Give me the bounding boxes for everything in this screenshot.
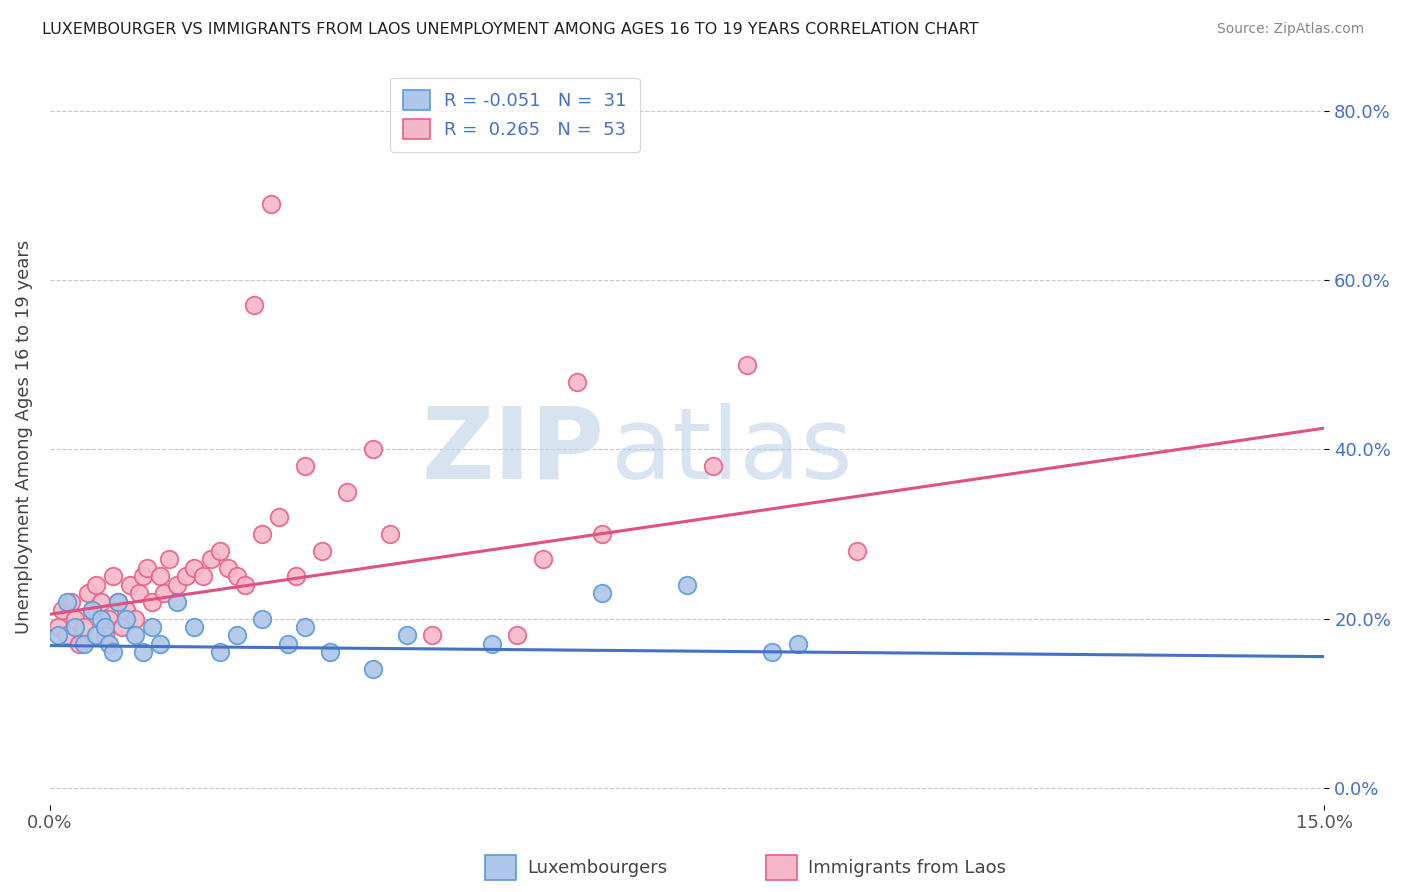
Point [277, 637, 299, 651]
Text: LUXEMBOURGER VS IMMIGRANTS FROM LAOS UNEMPLOYMENT AMONG AGES 16 TO 19 YEARS CORR: LUXEMBOURGER VS IMMIGRANTS FROM LAOS UNE… [42, 22, 979, 37]
Point [761, 645, 783, 659]
Point [82, 603, 104, 617]
Point [77, 586, 100, 600]
Text: Immigrants from Laos: Immigrants from Laos [808, 859, 1007, 877]
Text: atlas: atlas [610, 403, 852, 500]
Point [531, 552, 554, 566]
Point [115, 603, 138, 617]
Point [90, 611, 112, 625]
Point [111, 620, 134, 634]
Point [124, 628, 146, 642]
Point [378, 527, 401, 541]
Legend: R = -0.051   N =  31, R =  0.265   N =  53: R = -0.051 N = 31, R = 0.265 N = 53 [391, 78, 640, 152]
Point [200, 552, 222, 566]
Point [90, 594, 112, 608]
Point [217, 560, 239, 574]
Point [98, 611, 121, 625]
Point [55, 594, 77, 608]
Text: Luxembourgers: Luxembourgers [527, 859, 668, 877]
Point [63, 611, 86, 625]
Point [225, 628, 247, 642]
Point [285, 569, 308, 583]
Point [55, 628, 77, 642]
Point [420, 628, 443, 642]
Point [141, 594, 163, 608]
Point [166, 577, 188, 591]
Point [149, 637, 172, 651]
Point [336, 484, 359, 499]
Y-axis label: Unemployment Among Ages 16 to 19 years: Unemployment Among Ages 16 to 19 years [15, 239, 32, 633]
Point [73, 620, 96, 634]
Point [250, 611, 273, 625]
Point [208, 645, 231, 659]
Point [132, 569, 155, 583]
Point [128, 586, 150, 600]
Point [174, 569, 197, 583]
Point [311, 544, 333, 558]
Point [153, 586, 176, 600]
Point [94, 620, 117, 634]
Point [103, 645, 125, 659]
Point [67, 637, 90, 651]
Point [107, 594, 129, 608]
Point [676, 577, 699, 591]
Point [157, 552, 180, 566]
Point [115, 611, 138, 625]
Point [294, 459, 316, 474]
Point [565, 375, 588, 389]
Point [183, 620, 205, 634]
Point [51, 603, 73, 617]
Text: Source: ZipAtlas.com: Source: ZipAtlas.com [1216, 22, 1364, 37]
Point [107, 594, 129, 608]
Point [120, 577, 142, 591]
Point [46, 628, 69, 642]
Point [591, 527, 613, 541]
Point [183, 560, 205, 574]
Point [141, 620, 163, 634]
Point [361, 662, 384, 676]
Point [73, 637, 96, 651]
Point [86, 628, 108, 642]
Point [250, 527, 273, 541]
Point [225, 569, 247, 583]
Point [395, 628, 418, 642]
Point [481, 637, 503, 651]
Point [59, 594, 82, 608]
Point [82, 603, 104, 617]
Point [94, 628, 117, 642]
Point [98, 637, 121, 651]
Point [702, 459, 724, 474]
Point [269, 510, 291, 524]
Point [294, 620, 316, 634]
Point [191, 569, 214, 583]
Point [132, 645, 155, 659]
Point [149, 569, 172, 583]
Point [103, 569, 125, 583]
Point [242, 298, 264, 312]
Point [46, 620, 69, 634]
Point [124, 611, 146, 625]
Point [361, 442, 384, 457]
Point [319, 645, 342, 659]
Point [63, 620, 86, 634]
Point [208, 544, 231, 558]
Text: ZIP: ZIP [422, 403, 605, 500]
Point [166, 594, 188, 608]
Point [259, 197, 281, 211]
Point [233, 577, 256, 591]
Point [846, 544, 869, 558]
Point [591, 586, 613, 600]
Point [786, 637, 808, 651]
Point [735, 358, 758, 372]
Point [506, 628, 529, 642]
Point [86, 577, 108, 591]
Point [136, 560, 159, 574]
